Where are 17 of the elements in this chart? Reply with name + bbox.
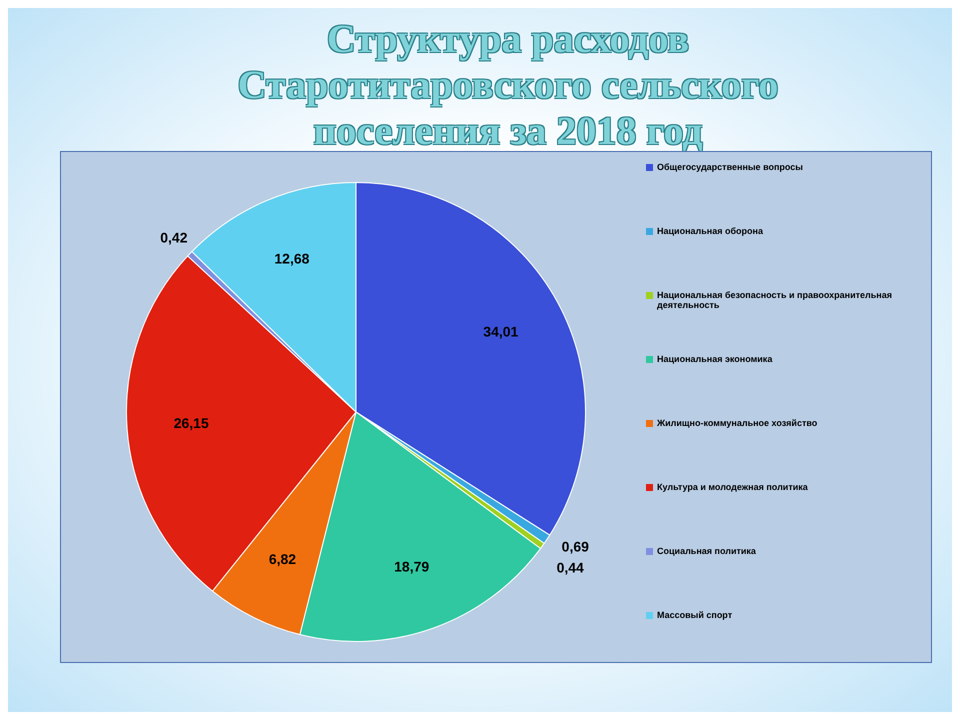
legend-label: Национальная безопасность и правоохранительная деятельность — [657, 290, 893, 310]
legend-label: Жилищно-коммунальное хозяйство — [657, 418, 818, 428]
data-label: 0,69 — [562, 538, 590, 554]
legend-label: Общегосударственные вопросы — [657, 162, 803, 172]
data-label: 34,01 — [483, 323, 519, 340]
legend-label: Национальная экономика — [657, 354, 772, 364]
legend-label: Культура и молодежная политика — [657, 482, 808, 492]
data-label: 0,42 — [160, 229, 188, 246]
data-label: 26,15 — [174, 415, 209, 432]
legend-label: Массовый спорт — [657, 610, 732, 620]
data-label: 6,82 — [268, 550, 296, 567]
data-label: 0,44 — [556, 560, 584, 576]
legend-label: Социальная политика — [657, 546, 756, 556]
legend-label: Национальная оборона — [657, 226, 763, 236]
data-label: 12,68 — [274, 250, 310, 267]
data-label: 18,79 — [394, 558, 430, 574]
chart-title: Структура расходов Старотитаровского сельского поселения за 2018 год — [236, 15, 780, 154]
